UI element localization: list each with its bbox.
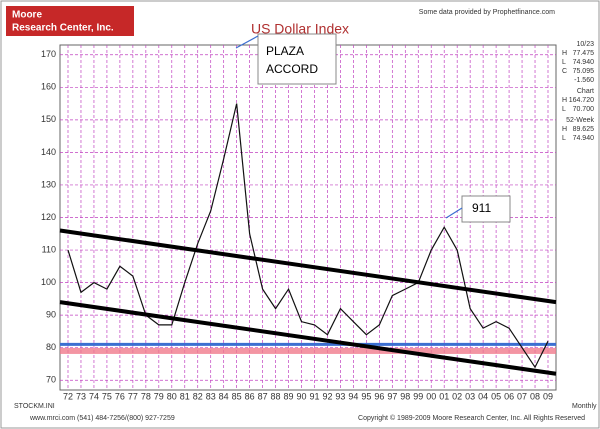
x-tick-label: 86 <box>245 391 255 401</box>
stats-key: H <box>562 50 567 57</box>
footer-left: STOCKM.INI <box>14 403 55 410</box>
x-tick-label: 01 <box>439 391 449 401</box>
x-tick-label: 00 <box>426 391 436 401</box>
source: Some data provided by Prophetfinance.com <box>419 9 555 16</box>
x-tick-label: 92 <box>322 391 332 401</box>
x-tick-label: 87 <box>258 391 268 401</box>
x-tick-label: 80 <box>167 391 177 401</box>
stats-key: H <box>562 97 567 104</box>
x-tick-label: 89 <box>284 391 294 401</box>
y-tick-label: 80 <box>46 342 56 352</box>
y-tick-label: 120 <box>41 212 56 222</box>
x-tick-label: 99 <box>413 391 423 401</box>
x-tick-label: 07 <box>517 391 527 401</box>
copyright: Copyright © 1989-2009 Moore Research Cen… <box>358 414 585 422</box>
x-tick-label: 98 <box>400 391 410 401</box>
trend-line <box>59 228 557 305</box>
y-tick-label: 70 <box>46 375 56 385</box>
x-tick-label: 90 <box>297 391 307 401</box>
x-tick-label: 08 <box>530 391 540 401</box>
chart-title: US Dollar Index <box>251 21 349 37</box>
x-tick-label: 05 <box>491 391 501 401</box>
x-tick-label: 91 <box>309 391 319 401</box>
callout: 911 <box>472 201 491 215</box>
stats-label: 10/23 <box>576 41 594 48</box>
y-tick-label: 130 <box>41 179 56 189</box>
y-tick-label: 110 <box>42 244 56 254</box>
x-tick-label: 72 <box>63 391 73 401</box>
x-tick-label: 02 <box>452 391 462 401</box>
logo-text: Moore <box>12 10 42 21</box>
x-tick-label: 78 <box>141 391 151 401</box>
x-tick-label: 81 <box>180 391 190 401</box>
y-tick-label: 160 <box>41 82 56 92</box>
stats-value: 74.940 <box>573 135 595 142</box>
stats-label: 52-Week <box>566 117 594 124</box>
x-tick-label: 85 <box>232 391 242 401</box>
x-tick-label: 94 <box>348 391 358 401</box>
callout-arrow <box>445 207 463 219</box>
support-band <box>60 347 556 354</box>
x-tick-label: 79 <box>154 391 164 401</box>
y-tick-label: 140 <box>41 147 56 157</box>
x-tick-label: 88 <box>271 391 281 401</box>
stats-key: L <box>562 135 566 142</box>
x-tick-label: 04 <box>478 391 488 401</box>
stats-value: 89.625 <box>573 126 595 133</box>
trend-line <box>59 300 557 376</box>
x-tick-label: 93 <box>335 391 345 401</box>
stats-key: L <box>562 106 566 113</box>
y-tick-label: 170 <box>41 49 56 59</box>
stats-value: 70.700 <box>573 106 595 113</box>
y-tick-label: 90 <box>46 310 56 320</box>
logo-box <box>6 6 134 36</box>
y-tick-label: 150 <box>41 114 56 124</box>
x-tick-label: 84 <box>219 391 229 401</box>
x-tick-label: 73 <box>76 391 86 401</box>
stats-key: C <box>562 68 567 75</box>
x-tick-label: 03 <box>465 391 475 401</box>
y-tick-label: 100 <box>41 277 56 287</box>
callout-arrow <box>235 35 259 49</box>
callout-box <box>461 195 511 223</box>
stats-key: L <box>562 59 566 66</box>
x-tick-label: 75 <box>102 391 112 401</box>
stats-value: 77.475 <box>573 50 595 57</box>
stats-value: 75.095 <box>573 68 595 75</box>
footer-right: Monthly <box>572 403 597 410</box>
x-tick-label: 97 <box>387 391 397 401</box>
callout: ACCORD <box>266 62 318 76</box>
stats-label: Chart <box>577 88 594 95</box>
x-tick-label: 76 <box>115 391 125 401</box>
x-tick-label: 06 <box>504 391 514 401</box>
x-tick-label: 82 <box>193 391 203 401</box>
stats-value: 164.720 <box>569 97 594 104</box>
contact: www.mrci.com (541) 484-7256/(800) 927-72… <box>29 415 175 422</box>
callout: PLAZA <box>266 44 304 58</box>
logo-text: Research Center, Inc. <box>12 23 114 34</box>
stats-value: -1.560 <box>574 77 594 84</box>
callout-box <box>257 33 337 85</box>
stats-key: H <box>562 126 567 133</box>
x-tick-label: 95 <box>361 391 371 401</box>
x-tick-label: 77 <box>128 391 138 401</box>
stats-value: 74.940 <box>573 59 595 66</box>
x-tick-label: 74 <box>89 391 99 401</box>
x-tick-label: 96 <box>374 391 384 401</box>
x-tick-label: 09 <box>543 391 553 401</box>
x-tick-label: 83 <box>206 391 216 401</box>
